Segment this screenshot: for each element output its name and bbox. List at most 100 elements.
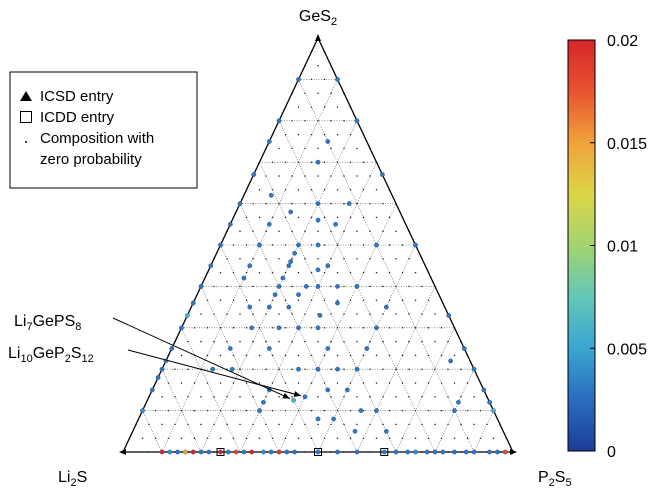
probability-point bbox=[169, 346, 175, 351]
probability-point bbox=[268, 192, 274, 198]
probability-point bbox=[296, 325, 301, 331]
zero-probability-dot bbox=[323, 437, 326, 439]
zero-probability-dot bbox=[382, 396, 384, 398]
zero-probability-dot bbox=[304, 175, 306, 177]
zero-probability-dot bbox=[174, 368, 176, 370]
zero-probability-dot bbox=[297, 161, 300, 163]
zero-probability-dot bbox=[297, 106, 300, 108]
annotation-subscript: 12 bbox=[82, 353, 94, 365]
zero-probability-dot bbox=[304, 368, 306, 370]
zero-probability-dot bbox=[271, 437, 274, 439]
zero-probability-dot bbox=[232, 299, 235, 301]
zero-probability-dot bbox=[323, 106, 326, 108]
zero-probability-dot bbox=[200, 340, 202, 343]
probability-point bbox=[315, 242, 321, 248]
zero-probability-dot bbox=[356, 175, 358, 177]
probability-point bbox=[198, 284, 204, 289]
zero-probability-dot bbox=[473, 396, 475, 398]
zero-probability-dot bbox=[278, 340, 280, 343]
zero-probability-dot bbox=[297, 382, 300, 384]
zero-probability-dot bbox=[343, 313, 345, 315]
zero-probability-dot bbox=[304, 120, 306, 122]
probability-point bbox=[315, 217, 321, 223]
probability-point bbox=[288, 259, 294, 264]
label-text: S bbox=[555, 469, 566, 486]
zero-probability-dot bbox=[336, 133, 339, 136]
zero-probability-dot bbox=[330, 313, 332, 315]
zero-probability-dot bbox=[388, 327, 391, 329]
zero-probability-dot bbox=[323, 354, 326, 357]
zero-probability-dot bbox=[401, 437, 404, 439]
grid-line bbox=[298, 79, 475, 453]
label-text: Li bbox=[58, 469, 70, 486]
zero-probability-dot bbox=[356, 340, 358, 343]
probability-point bbox=[358, 408, 364, 413]
grid-line bbox=[395, 327, 455, 453]
zero-probability-dot bbox=[206, 382, 209, 384]
probability-point bbox=[333, 221, 338, 227]
probability-point bbox=[448, 358, 453, 364]
zero-probability-dot bbox=[271, 354, 274, 357]
zero-probability-dot bbox=[284, 216, 287, 219]
zero-probability-dot bbox=[284, 437, 287, 439]
zero-probability-dot bbox=[317, 258, 319, 260]
probability-point bbox=[413, 242, 418, 248]
zero-probability-dot bbox=[388, 409, 391, 412]
zero-probability-dot bbox=[460, 396, 462, 398]
zero-probability-dot bbox=[382, 313, 384, 315]
zero-probability-dot bbox=[323, 189, 326, 191]
zero-probability-dot bbox=[239, 368, 241, 370]
zero-probability-dot bbox=[271, 327, 274, 329]
zero-probability-dot bbox=[297, 299, 300, 301]
zero-probability-dot bbox=[323, 133, 326, 136]
zero-probability-dot bbox=[375, 216, 378, 219]
zero-probability-dot bbox=[284, 299, 287, 301]
zero-probability-dot bbox=[343, 368, 345, 370]
probability-point bbox=[487, 449, 492, 455]
probability-point bbox=[374, 325, 379, 331]
zero-probability-dot bbox=[226, 258, 228, 260]
zero-probability-dot bbox=[343, 202, 345, 205]
zero-probability-dot bbox=[323, 299, 326, 301]
probability-point bbox=[183, 449, 188, 455]
zero-probability-dot bbox=[258, 216, 261, 219]
probability-point bbox=[354, 366, 360, 372]
probability-point bbox=[276, 449, 282, 455]
zero-probability-dot bbox=[245, 409, 248, 412]
zero-probability-dot bbox=[213, 340, 215, 343]
zero-probability-dot bbox=[278, 175, 280, 177]
zero-probability-dot bbox=[187, 396, 189, 398]
zero-probability-dot bbox=[252, 285, 254, 288]
probability-point bbox=[296, 242, 301, 248]
zero-probability-dot bbox=[336, 244, 339, 246]
probability-point bbox=[276, 118, 282, 124]
probability-point bbox=[249, 325, 255, 331]
zero-probability-dot bbox=[375, 299, 378, 301]
zero-probability-dot bbox=[265, 230, 267, 232]
probability-point bbox=[229, 366, 235, 372]
colorbar: 0.02 0.015 0.01 0.005 0 bbox=[567, 33, 647, 461]
annotation-label: Li7GePS8 bbox=[14, 313, 81, 333]
probability-point bbox=[413, 449, 418, 455]
zero-probability-dot bbox=[187, 368, 189, 370]
zero-probability-dot bbox=[232, 354, 235, 357]
zero-probability-dot bbox=[330, 230, 332, 232]
zero-probability-dot bbox=[232, 271, 235, 274]
zero-probability-dot bbox=[304, 92, 306, 94]
probability-points bbox=[140, 77, 508, 456]
probability-point bbox=[487, 399, 492, 405]
vertex-label-top: GeS2 bbox=[299, 8, 337, 28]
colorbar-tick-label: 0.015 bbox=[607, 136, 647, 153]
zero-probability-dot bbox=[252, 230, 254, 232]
zero-probability-dot bbox=[427, 327, 430, 329]
zero-probability-dot bbox=[414, 437, 417, 439]
probability-point bbox=[190, 449, 196, 455]
zero-probability-dot bbox=[421, 396, 423, 398]
probability-point bbox=[471, 449, 477, 455]
zero-probability-dot bbox=[408, 423, 410, 426]
zero-probability-dot bbox=[330, 175, 332, 177]
zero-probability-dot bbox=[408, 285, 410, 288]
zero-probability-dot bbox=[369, 396, 371, 398]
zero-probability-dot bbox=[265, 285, 267, 288]
zero-probability-dot bbox=[362, 437, 365, 439]
